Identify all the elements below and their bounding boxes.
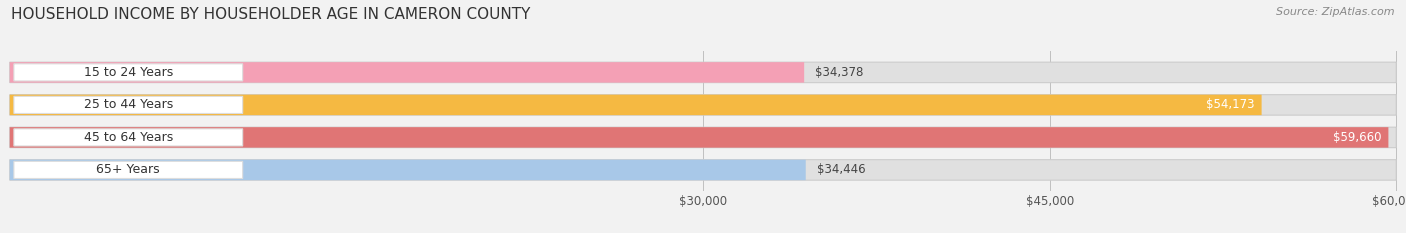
FancyBboxPatch shape [14, 64, 243, 81]
FancyBboxPatch shape [10, 160, 1396, 180]
FancyBboxPatch shape [14, 96, 243, 113]
Text: 25 to 44 Years: 25 to 44 Years [84, 98, 173, 111]
FancyBboxPatch shape [10, 160, 806, 180]
FancyBboxPatch shape [10, 127, 1396, 148]
FancyBboxPatch shape [10, 95, 1396, 115]
FancyBboxPatch shape [14, 129, 243, 146]
Text: 65+ Years: 65+ Years [97, 163, 160, 176]
Text: $34,378: $34,378 [815, 66, 863, 79]
FancyBboxPatch shape [10, 127, 1388, 148]
Text: 15 to 24 Years: 15 to 24 Years [84, 66, 173, 79]
Text: Source: ZipAtlas.com: Source: ZipAtlas.com [1277, 7, 1395, 17]
FancyBboxPatch shape [10, 62, 804, 83]
Text: $34,446: $34,446 [817, 163, 866, 176]
FancyBboxPatch shape [10, 95, 1261, 115]
Text: 45 to 64 Years: 45 to 64 Years [84, 131, 173, 144]
Text: $54,173: $54,173 [1206, 98, 1254, 111]
Text: HOUSEHOLD INCOME BY HOUSEHOLDER AGE IN CAMERON COUNTY: HOUSEHOLD INCOME BY HOUSEHOLDER AGE IN C… [11, 7, 530, 22]
FancyBboxPatch shape [10, 62, 1396, 83]
FancyBboxPatch shape [14, 161, 243, 178]
Text: $59,660: $59,660 [1333, 131, 1382, 144]
